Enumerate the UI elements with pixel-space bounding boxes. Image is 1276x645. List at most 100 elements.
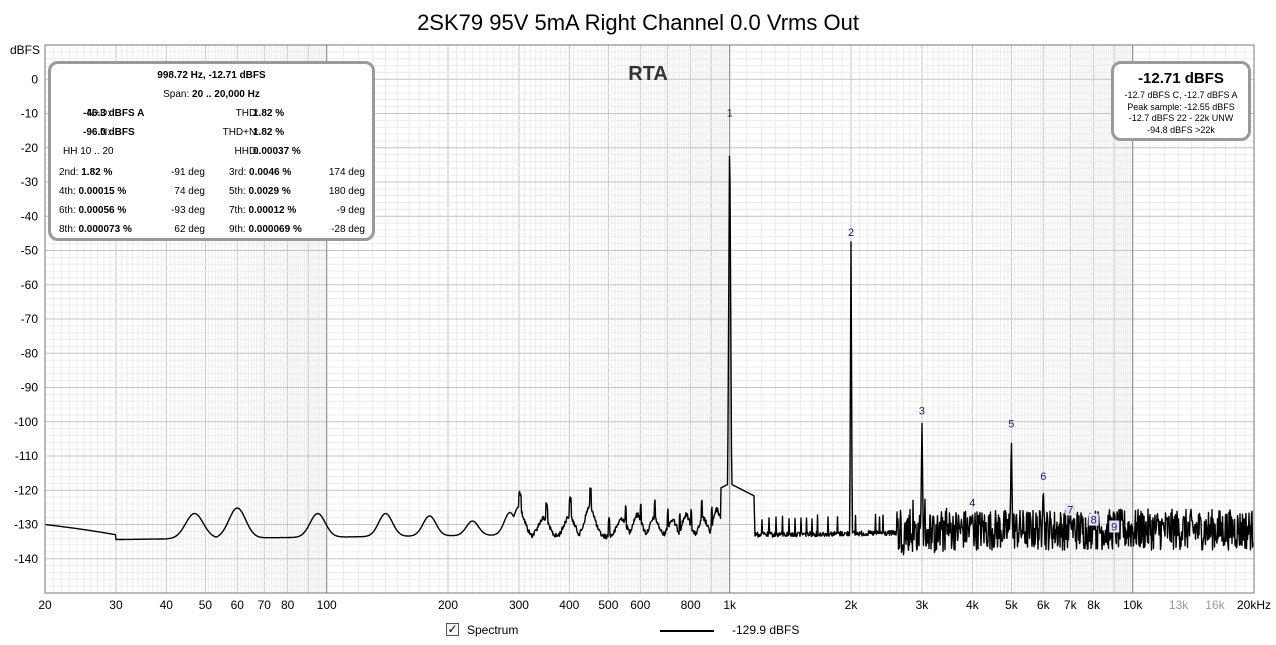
- y-tick-label: -100: [14, 415, 38, 429]
- harmonic-marker-5: 5: [1008, 418, 1014, 430]
- x-tick-label: 800: [681, 598, 701, 612]
- x-tick-label: 4k: [966, 598, 980, 612]
- distortion-stats-panel[interactable]: 998.72 Hz, -12.71 dBFS Span: 20 .. 20,000…: [48, 61, 375, 241]
- harmonic-row-phase: -91 deg: [171, 167, 205, 178]
- stats-row-cell: THD+N:: [222, 127, 259, 138]
- harmonic-marker-2: 2: [848, 227, 854, 239]
- y-tick-label: -130: [14, 518, 38, 532]
- chart-title: 2SK79 95V 5mA Right Channel 0.0 Vrms Out: [417, 10, 859, 35]
- x-tick-label: 20kHz: [1237, 598, 1271, 612]
- x-tick-label: 200: [438, 598, 458, 612]
- harmonic-row-label: 6th: 0.00056 %: [59, 205, 127, 216]
- level-unweighted: -12.7 dBFS 22 - 22k UNW: [1128, 113, 1234, 123]
- x-tick-label: 70: [258, 598, 272, 612]
- x-tick-label: 300: [509, 598, 529, 612]
- harmonic-row-phase: 180 deg: [328, 186, 365, 197]
- x-tick-label: 3k: [916, 598, 930, 612]
- harmonic-marker-1: 1: [727, 108, 733, 120]
- harmonic-row-label: 7th: 0.00012 %: [229, 205, 297, 216]
- x-tick-label: 600: [630, 598, 650, 612]
- y-tick-label: -140: [14, 552, 38, 566]
- y-tick-label: -30: [21, 175, 39, 189]
- level-main-value: -12.71 dBFS: [1138, 70, 1224, 87]
- spectrum-checkbox[interactable]: ✓: [446, 622, 459, 636]
- harmonic-marker-4: 4: [969, 498, 975, 510]
- harmonic-marker-bg: [1065, 503, 1076, 516]
- stats-row-cell: THD:: [235, 108, 259, 119]
- spectrum-trace-line: [44, 155, 1255, 556]
- x-tick-label: 400: [559, 598, 579, 612]
- stats-row-cell: HH 10 .. 20: [63, 146, 114, 157]
- y-tick-label: -40: [21, 209, 39, 223]
- y-tick-label: 0: [31, 72, 38, 86]
- stats-row-value: 1.82 %: [253, 108, 285, 119]
- chart-legend: ✓ Spectrum -129.9 dBFS: [0, 622, 1276, 640]
- harmonic-row-label: 2nd: 1.82 %: [59, 167, 113, 178]
- y-tick-label: -50: [21, 244, 39, 258]
- stats-row-cell: N:: [100, 127, 110, 138]
- x-tick-label: 5k: [1005, 598, 1019, 612]
- harmonic-row-phase: 74 deg: [174, 186, 205, 197]
- y-tick-label: -120: [14, 483, 38, 497]
- x-tick-label: 2k: [845, 598, 859, 612]
- harmonic-row-phase: 62 deg: [174, 224, 205, 235]
- harmonic-row-phase: -93 deg: [171, 205, 205, 216]
- y-tick-label: -60: [21, 278, 39, 292]
- plot-frame: [44, 44, 1255, 594]
- y-axis-label: dBFS: [10, 43, 40, 57]
- y-tick-label: -80: [21, 346, 39, 360]
- x-tick-label: 20: [38, 598, 52, 612]
- x-tick-label: 60: [231, 598, 245, 612]
- harmonic-row-phase: -9 deg: [336, 205, 365, 216]
- harmonic-row-label: 8th: 0.000073 %: [59, 224, 132, 235]
- spectrum-trace-layer: [44, 155, 1255, 556]
- stats-row-value: -46.3 dBFS A: [83, 108, 145, 119]
- harmonic-row-phase: 174 deg: [328, 167, 365, 178]
- legend-series-name[interactable]: Spectrum: [467, 623, 519, 637]
- harmonic-marker-bg: [1109, 520, 1120, 533]
- legend-line-swatch: [660, 630, 714, 632]
- harmonic-marker-7: 7: [1067, 504, 1073, 516]
- x-tick-label-minor: 13k: [1169, 598, 1189, 612]
- level-peak-sample: Peak sample: -12.55 dBFS: [1127, 101, 1235, 112]
- stats-row-value: 0.00037 %: [253, 146, 301, 157]
- x-tick-label: 7k: [1064, 598, 1078, 612]
- harmonic-row-label: 9th: 0.000069 %: [229, 224, 302, 235]
- stats-row-cell: N+D:: [86, 108, 110, 119]
- level-weighted-values: -12.7 dBFS C, -12.7 dBFS A: [1124, 90, 1238, 100]
- y-tick-label: -20: [21, 141, 39, 155]
- harmonic-marker-3: 3: [919, 405, 925, 417]
- stats-header: 998.72 Hz, -12.71 dBFS: [157, 70, 266, 81]
- x-tick-label: 6k: [1037, 598, 1051, 612]
- stats-row-value: -96.0 dBFS: [83, 127, 135, 138]
- y-tick-label: -90: [21, 381, 39, 395]
- stats-span: Span: 20 .. 20,000 Hz: [163, 89, 260, 100]
- x-tick-label: 80: [281, 598, 295, 612]
- y-tick-label: -70: [21, 312, 39, 326]
- harmonic-marker-9: 9: [1111, 521, 1117, 533]
- harmonic-row-label: 5th: 0.0029 %: [229, 186, 291, 197]
- x-tick-label: 10k: [1123, 598, 1143, 612]
- y-tick-label: -10: [21, 107, 39, 121]
- x-tick-label: 40: [160, 598, 174, 612]
- harmonic-row-phase: -28 deg: [331, 224, 365, 235]
- x-tick-label: 50: [199, 598, 213, 612]
- x-tick-label: 30: [109, 598, 123, 612]
- level-meter-panel[interactable]: -12.71 dBFS -12.7 dBFS C, -12.7 dBFS A P…: [1111, 61, 1251, 141]
- rta-label: RTA: [628, 63, 668, 85]
- harmonic-markers: 1 2 3 4 5 6 7 8 9: [727, 108, 1120, 533]
- stats-row-cell: HHD:: [234, 146, 259, 157]
- harmonic-marker-bg: [1088, 513, 1099, 526]
- legend-series-value: -129.9 dBFS: [732, 623, 800, 637]
- y-tick-label: -110: [15, 449, 38, 463]
- x-tick-label: 1k: [723, 598, 737, 612]
- harmonic-row-label: 3rd: 0.0046 %: [229, 167, 292, 178]
- harmonic-marker-6: 6: [1040, 471, 1046, 483]
- level-above-22k: -94.8 dBFS >22k: [1147, 124, 1215, 135]
- x-tick-label-minor: 16k: [1205, 598, 1225, 612]
- x-tick-label: 500: [598, 598, 618, 612]
- x-tick-label: 100: [317, 598, 337, 612]
- axis-ticks: 0 -10 -20 -30 -40 -50 -60 -70 -80 -90 -100 -110 -120…: [14, 72, 1271, 612]
- harmonic-marker-8: 8: [1091, 515, 1097, 527]
- x-tick-label: 8k: [1087, 598, 1101, 612]
